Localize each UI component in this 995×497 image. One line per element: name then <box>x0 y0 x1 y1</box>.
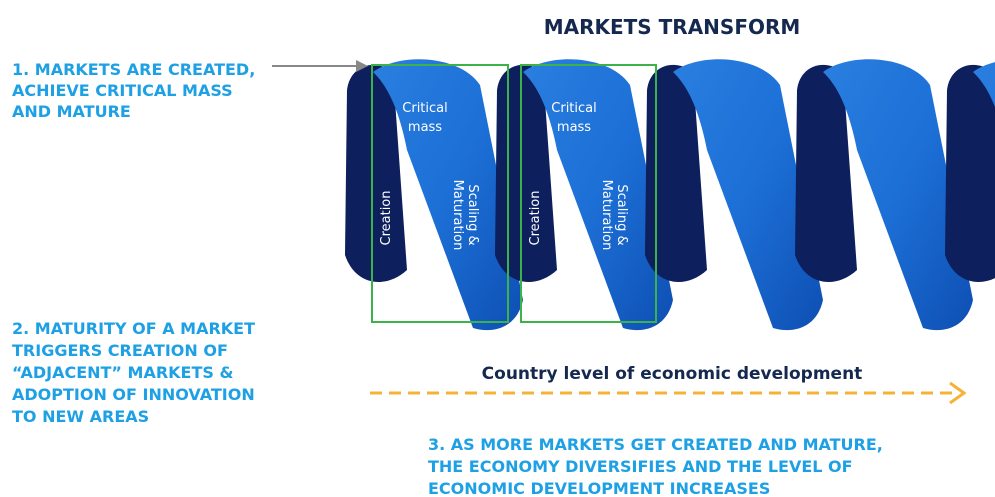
text-line: THE ECONOMY DIVERSIFIES AND THE LEVEL OF <box>428 457 853 476</box>
text-line: ACHIEVE CRITICAL MASS <box>12 81 233 100</box>
title: MARKETS TRANSFORM <box>544 15 801 39</box>
text-line: ECONOMIC DEVELOPMENT INCREASES <box>428 479 770 497</box>
development-arrow-head <box>950 383 964 403</box>
critical-mass-label: Critical <box>551 101 596 116</box>
text-line: 2. MATURITY OF A MARKET <box>12 319 255 338</box>
text-line: 3. AS MORE MARKETS GET CREATED AND MATUR… <box>428 435 883 454</box>
text-line: AND MATURE <box>12 102 131 121</box>
text-line: 1. MARKETS ARE CREATED, <box>12 60 255 79</box>
critical-mass-label: mass <box>408 120 442 135</box>
creation-label: Creation <box>528 190 543 245</box>
diagram: MARKETS TRANSFORM Country level of econo… <box>0 0 995 497</box>
text-line: TO NEW AREAS <box>12 407 149 426</box>
text-line: ADOPTION OF INNOVATION <box>12 385 255 404</box>
scaling-label: Scaling & <box>614 184 629 245</box>
creation-label: Creation <box>379 190 394 245</box>
ribbon-back <box>945 65 995 282</box>
arrow-label: Country level of economic development <box>482 364 863 384</box>
critical-mass-label: Critical <box>402 101 447 116</box>
scaling-label: Maturation <box>599 180 614 251</box>
spiral <box>345 59 995 330</box>
text-line: TRIGGERS CREATION OF <box>12 341 228 360</box>
scaling-label: Scaling & <box>465 184 480 245</box>
critical-mass-label: mass <box>557 120 591 135</box>
scaling-label: Maturation <box>450 180 465 251</box>
text-line: “ADJACENT” MARKETS & <box>12 363 233 382</box>
